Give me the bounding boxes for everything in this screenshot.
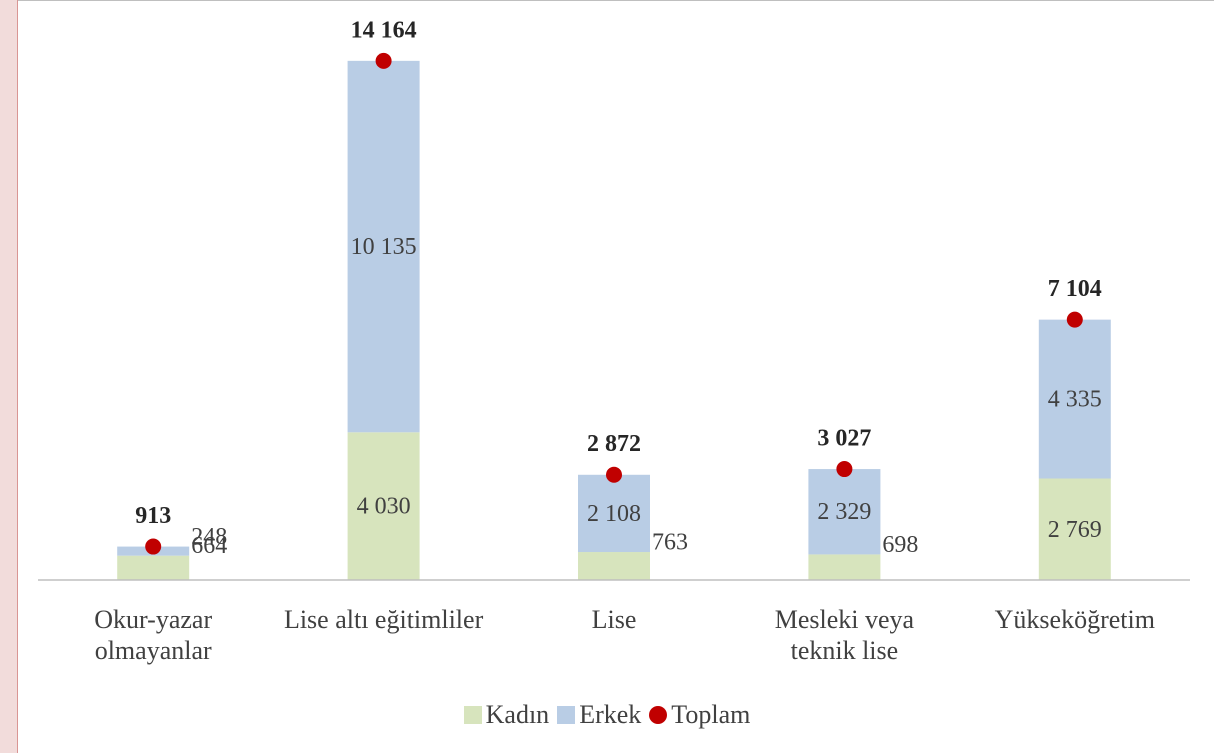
x-tick-label: Yükseköğretim	[994, 605, 1155, 634]
bar-segment	[347, 432, 420, 580]
legend-item: Toplam	[649, 700, 750, 730]
segment-label: 4 030	[357, 494, 411, 520]
segment-label: 2 769	[1048, 517, 1102, 543]
total-point	[1066, 311, 1083, 328]
legend-item: Kadın	[463, 700, 550, 730]
segment-label: 2 108	[587, 501, 641, 527]
segment-label: 248	[191, 524, 227, 550]
total-label: 7 104	[1048, 276, 1102, 302]
x-tick-label: Okur-yazar olmayanlar	[94, 605, 213, 665]
total-point	[836, 461, 853, 478]
total-label: 913	[135, 503, 171, 529]
legend-swatch	[649, 706, 668, 724]
legend-item: Erkek	[557, 700, 641, 730]
legend-swatch	[463, 706, 482, 724]
total-label: 3 027	[817, 426, 871, 452]
segment-label: 2 329	[817, 499, 871, 525]
segment-label: 698	[882, 532, 918, 558]
x-tick-label: Lise	[591, 605, 637, 634]
total-point	[375, 52, 392, 69]
segment-label: 4 335	[1048, 387, 1102, 413]
bar-segment	[578, 552, 650, 580]
total-label: 14 164	[351, 17, 417, 43]
legend-swatch	[557, 706, 576, 724]
bar-segment	[808, 554, 881, 580]
segment-label: 10 135	[351, 234, 417, 260]
bar-segment	[578, 474, 650, 553]
x-tick-label: Lise altı eğitimliler	[283, 605, 484, 634]
legend-label: Kadın	[485, 700, 550, 729]
legend: Kadın Erkek Toplam	[0, 700, 1214, 730]
segment-label: 664	[191, 533, 227, 559]
x-tick-label: Mesleki veya teknik lise	[774, 605, 915, 665]
legend-label: Erkek	[579, 700, 642, 729]
bar-segment	[808, 469, 881, 555]
total-label: 2 872	[587, 431, 641, 457]
bar-segment	[1038, 478, 1111, 580]
side-strip	[0, 0, 18, 753]
bar-segment	[347, 60, 420, 433]
total-point	[145, 538, 162, 555]
bar-segment	[117, 555, 190, 580]
segment-label: 763	[652, 530, 688, 556]
total-point	[606, 466, 622, 483]
bar-segment	[1038, 319, 1111, 479]
chart-frame	[18, 0, 1214, 753]
legend-label: Toplam	[671, 700, 751, 729]
